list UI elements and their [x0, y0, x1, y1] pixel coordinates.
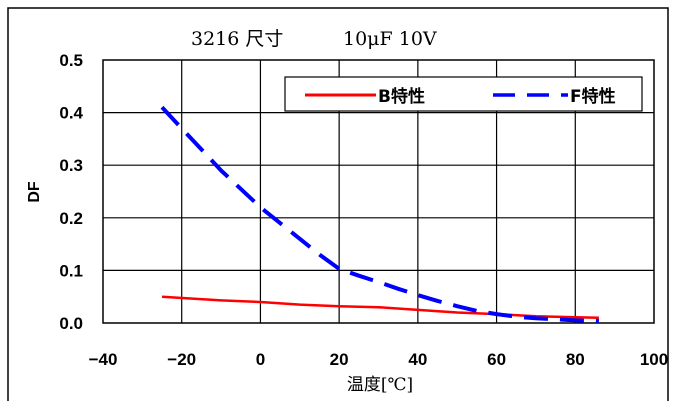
x-axis-label: 温度[℃]: [347, 375, 413, 395]
y-tick-label: 0.0: [59, 314, 83, 333]
y-tick-label: 0.2: [59, 209, 83, 228]
x-tick-label: 0: [256, 350, 265, 369]
y-tick-label: 0.3: [59, 156, 83, 175]
legend-label-f: F特性: [570, 86, 616, 107]
chart-title-size: 3216 尺寸: [191, 28, 283, 50]
x-tick-label: 40: [408, 350, 427, 369]
series-line-b: [161, 295, 599, 319]
y-axis-label: DF: [26, 181, 43, 203]
y-tick-label: 0.4: [59, 104, 83, 123]
x-tick-labels: −40 −20 0 20 40 60 80 100: [89, 350, 669, 369]
x-tick-label: −20: [167, 350, 196, 369]
y-tick-labels: 0.0 0.1 0.2 0.3 0.4 0.5: [59, 51, 83, 333]
x-tick-label: −40: [89, 350, 118, 369]
series-layer: [160, 105, 599, 323]
x-tick-label: 80: [566, 350, 585, 369]
x-tick-label: 20: [330, 350, 349, 369]
x-tick-label: 100: [640, 350, 668, 369]
chart-title-spec: 10μF 10V: [343, 28, 437, 50]
y-tick-label: 0.5: [59, 51, 83, 70]
legend: B特性 F特性: [284, 76, 643, 112]
legend-label-b: B特性: [378, 86, 425, 107]
y-tick-label: 0.1: [59, 261, 83, 280]
x-tick-label: 60: [487, 350, 506, 369]
